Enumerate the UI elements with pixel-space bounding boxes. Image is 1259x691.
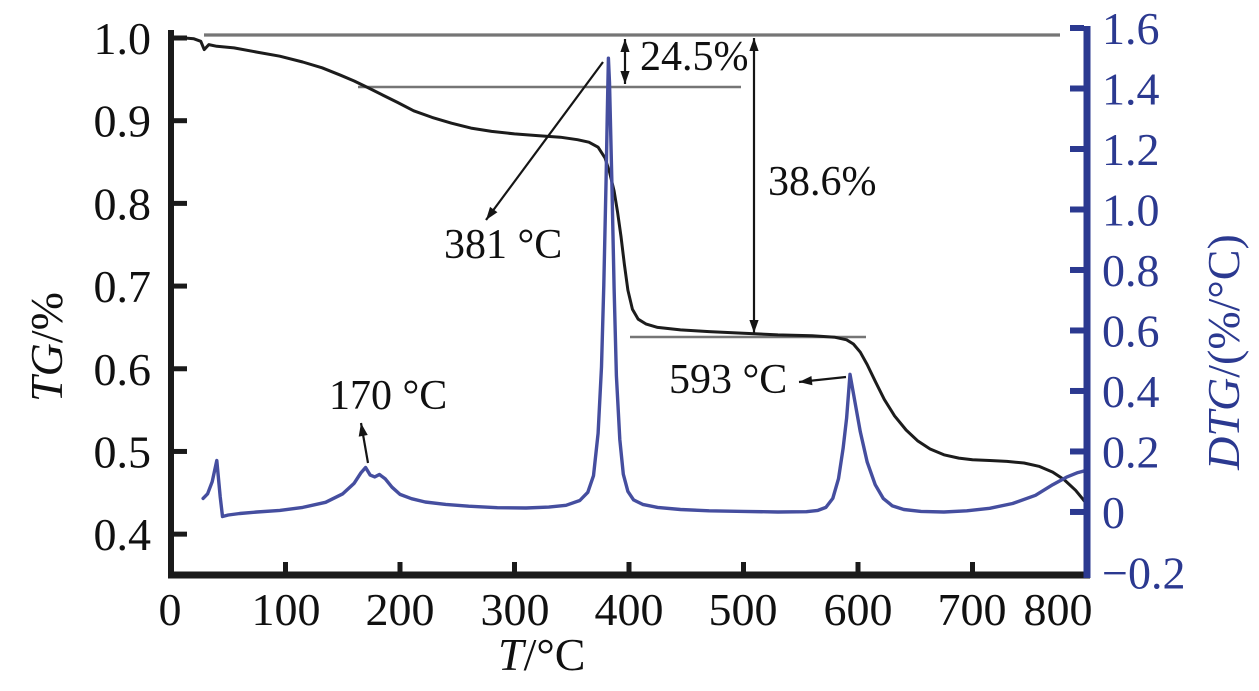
right-tick-label-1.6: 1.6 [1102,3,1160,54]
right-tick-label-−0.2: −0.2 [1102,547,1185,598]
left-tick-label-1.0: 1.0 [94,13,152,64]
left-axis-unit: /% [21,292,72,344]
left-tick-label-0.5: 0.5 [94,426,152,477]
x-tick-label-100: 100 [252,584,321,635]
curves [183,36,1089,519]
right-tick-label-0.6: 0.6 [1102,305,1160,356]
reference-lines [204,33,1060,339]
left-axis-variable: TG [21,343,72,402]
arrow-head-3 [486,206,498,220]
arrow-head-5 [799,376,813,386]
right-axis-variable: DTG [1198,377,1249,470]
x-tick-label-400: 400 [595,584,664,635]
arrow-head-4 [358,423,368,437]
x-axis-title: T/°C [498,632,585,678]
arrow-line-3 [485,61,604,221]
annotation-peak-381: 381 °C [444,222,563,268]
left-tick-label-0.9: 0.9 [94,96,152,147]
x-tick-label-300: 300 [481,584,550,635]
right-axis-title: DTG/(%/°C) [1198,234,1249,470]
annotation-peak-170: 170 °C [329,373,448,419]
x-tick-label-500: 500 [709,584,778,635]
left-axis-title: TG/% [21,292,72,402]
left-tick-label-0.7: 0.7 [94,261,152,312]
annotation-mass-loss-2: 38.6% [768,159,877,205]
right-tick-label-0: 0 [1102,487,1125,538]
annotation-mass-loss-1: 24.5% [640,34,749,80]
right-tick-label-1.0: 1.0 [1102,184,1160,235]
right-tick-label-1.4: 1.4 [1102,63,1160,114]
arrow-head-1 [620,71,630,84]
dtg-curve [201,56,1089,519]
tick-labels: 1.0 0.9 0.8 0.7 0.6 0.5 0.4 1.6 1.4 1.2 1.0 0.8 0.6 0… [94,3,1186,635]
x-tick-label-700: 700 [938,584,1007,635]
arrow-head-2b [749,38,759,51]
tg-curve [183,36,1089,506]
x-axis-unit: /°C [523,629,586,680]
annotation-arrows [358,38,847,464]
right-tick-label-0.2: 0.2 [1102,426,1160,477]
left-tick-label-0.6: 0.6 [94,344,152,395]
annotation-peak-593: 593 °C [669,357,788,403]
x-tick-label-600: 600 [824,584,893,635]
right-tick-label-1.2: 1.2 [1102,124,1160,175]
right-tick-label-0.8: 0.8 [1102,245,1160,296]
x-tick-label-200: 200 [366,584,435,635]
axes [168,25,1091,579]
x-axis-variable: T [498,629,524,680]
left-tick-label-0.4: 0.4 [94,509,152,560]
x-tick-label-800: 800 [1024,584,1093,635]
right-tick-label-0.4: 0.4 [1102,366,1160,417]
left-tick-label-0.8: 0.8 [94,178,152,229]
arrow-head-2 [749,320,759,333]
arrow-head-1b [620,39,630,52]
right-axis-unit: /(%/°C) [1198,234,1249,378]
x-tick-label-0: 0 [159,584,182,635]
